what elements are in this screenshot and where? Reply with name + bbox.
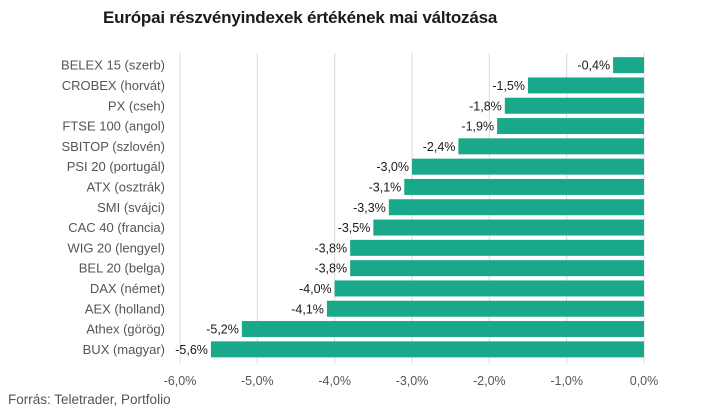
category-label: Athex (görög) xyxy=(86,322,165,337)
source-note: Forrás: Teletrader, Portfolio xyxy=(8,392,171,407)
bar xyxy=(504,97,644,114)
category-label: AEX (holland) xyxy=(85,301,165,316)
bar xyxy=(404,178,644,195)
value-label: -3,8% xyxy=(314,241,347,255)
bar xyxy=(350,239,644,256)
category-label: PX (cseh) xyxy=(108,98,165,113)
bar xyxy=(497,118,644,135)
bar xyxy=(334,280,644,297)
value-label: -3,5% xyxy=(338,221,371,235)
value-label: -3,8% xyxy=(314,262,347,276)
bar xyxy=(528,77,644,94)
category-labels: BELEX 15 (szerb) CROBEX (horvát) PX (cseh)… xyxy=(61,58,165,357)
value-label: -2,4% xyxy=(423,140,456,154)
value-label: -1,8% xyxy=(469,99,502,113)
bar xyxy=(326,300,644,317)
category-label: BUX (magyar) xyxy=(83,342,165,357)
value-label: -3,3% xyxy=(353,201,386,215)
x-axis-ticks: -6,0% -5,0% -4,0% -3,0% -2,0% -1,0% 0,0% xyxy=(164,374,659,388)
bar xyxy=(613,57,644,74)
x-tick-label: -1,0% xyxy=(550,374,583,388)
x-tick-label: -4,0% xyxy=(318,374,351,388)
category-label: FTSE 100 (angol) xyxy=(62,119,165,134)
category-label: CAC 40 (francia) xyxy=(68,220,165,235)
category-label: ATX (osztrák) xyxy=(87,179,166,194)
value-label: -5,2% xyxy=(206,323,239,337)
bar xyxy=(412,158,644,175)
chart-title: Európai részvényindexek értékének mai vá… xyxy=(103,8,498,27)
x-tick-label: -2,0% xyxy=(473,374,506,388)
value-label: -4,0% xyxy=(299,282,332,296)
bar xyxy=(350,260,644,277)
category-label: CROBEX (horvát) xyxy=(62,78,165,93)
x-tick-label: -3,0% xyxy=(396,374,429,388)
category-label: BEL 20 (belga) xyxy=(79,261,165,276)
category-label: PSI 20 (portugál) xyxy=(67,159,165,174)
x-tick-label: -6,0% xyxy=(164,374,197,388)
bar xyxy=(388,199,644,216)
category-label: SMI (svájci) xyxy=(97,200,165,215)
x-tick-label: -5,0% xyxy=(241,374,274,388)
bar xyxy=(210,341,644,358)
value-label: -4,1% xyxy=(291,302,324,316)
category-label: SBITOP (szlovén) xyxy=(61,139,165,154)
value-label: -1,9% xyxy=(461,120,494,134)
value-labels: -0,4% -1,5% -1,8% -1,9% -2,4% -3,0% -3,1% -3,3%… xyxy=(175,59,610,357)
bars xyxy=(210,57,644,358)
value-label: -3,1% xyxy=(369,180,402,194)
category-label: WIG 20 (lengyel) xyxy=(67,240,165,255)
category-label: DAX (német) xyxy=(90,281,165,296)
bar xyxy=(458,138,644,155)
bar xyxy=(373,219,644,236)
bar xyxy=(241,321,644,338)
value-label: -3,0% xyxy=(376,160,409,174)
category-label: BELEX 15 (szerb) xyxy=(61,58,165,73)
value-label: -0,4% xyxy=(577,59,610,73)
value-label: -5,6% xyxy=(175,343,208,357)
value-label: -1,5% xyxy=(492,79,525,93)
x-tick-label: 0,0% xyxy=(630,374,659,388)
